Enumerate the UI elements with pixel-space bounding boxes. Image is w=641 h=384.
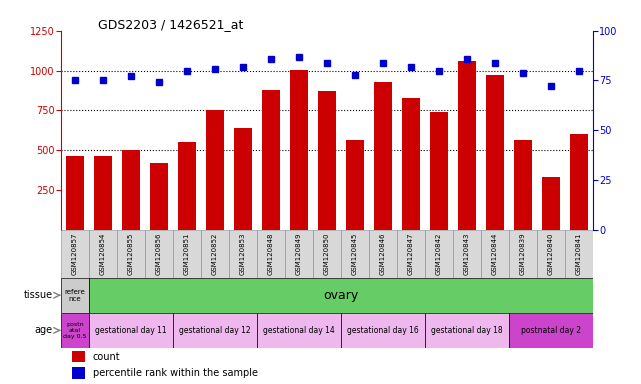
- Text: GSM120854: GSM120854: [100, 233, 106, 275]
- Bar: [285, 230, 313, 278]
- Bar: [89, 313, 173, 348]
- Bar: [72, 351, 85, 362]
- Text: count: count: [93, 352, 121, 362]
- Bar: [313, 230, 341, 278]
- Bar: [509, 230, 537, 278]
- Bar: [61, 313, 89, 348]
- Text: postn
atal
day 0.5: postn atal day 0.5: [63, 322, 87, 339]
- Bar: [61, 278, 89, 313]
- Bar: [66, 157, 84, 230]
- Text: GSM120846: GSM120846: [380, 232, 386, 275]
- Bar: [257, 230, 285, 278]
- Text: gestational day 14: gestational day 14: [263, 326, 335, 335]
- Bar: [257, 313, 341, 348]
- Bar: [262, 89, 280, 230]
- Bar: [173, 313, 257, 348]
- Bar: [481, 230, 509, 278]
- Text: GSM120847: GSM120847: [408, 232, 414, 275]
- Bar: [61, 230, 89, 278]
- Bar: [89, 230, 117, 278]
- Bar: [150, 163, 168, 230]
- Text: GSM120857: GSM120857: [72, 232, 78, 275]
- Bar: [514, 140, 532, 230]
- Text: GSM120843: GSM120843: [464, 232, 470, 275]
- Bar: [397, 230, 425, 278]
- Bar: [486, 74, 504, 230]
- Bar: [570, 134, 588, 230]
- Text: GSM120850: GSM120850: [324, 232, 330, 275]
- Text: GSM120849: GSM120849: [296, 232, 302, 275]
- Bar: [229, 230, 257, 278]
- Text: GSM120844: GSM120844: [492, 233, 498, 275]
- Bar: [145, 230, 173, 278]
- Bar: [318, 91, 336, 230]
- Text: gestational day 12: gestational day 12: [179, 326, 251, 335]
- Text: GSM120856: GSM120856: [156, 232, 162, 275]
- Bar: [458, 61, 476, 230]
- Bar: [341, 230, 369, 278]
- Bar: [374, 82, 392, 230]
- Text: percentile rank within the sample: percentile rank within the sample: [93, 368, 258, 378]
- Text: refere
nce: refere nce: [65, 289, 85, 302]
- Bar: [453, 230, 481, 278]
- Bar: [178, 142, 196, 230]
- Text: postnatal day 2: postnatal day 2: [521, 326, 581, 335]
- Bar: [201, 230, 229, 278]
- Bar: [173, 230, 201, 278]
- Bar: [72, 367, 85, 379]
- Text: gestational day 16: gestational day 16: [347, 326, 419, 335]
- Text: gestational day 18: gestational day 18: [431, 326, 503, 335]
- Text: GSM120842: GSM120842: [436, 233, 442, 275]
- Bar: [542, 177, 560, 230]
- Bar: [341, 313, 425, 348]
- Text: GDS2203 / 1426521_at: GDS2203 / 1426521_at: [98, 18, 244, 31]
- Bar: [234, 128, 252, 230]
- Text: age: age: [35, 325, 53, 335]
- Bar: [425, 313, 509, 348]
- Bar: [122, 150, 140, 230]
- Text: GSM120845: GSM120845: [352, 233, 358, 275]
- Bar: [117, 230, 145, 278]
- Text: GSM120855: GSM120855: [128, 233, 134, 275]
- Bar: [206, 110, 224, 230]
- Bar: [290, 70, 308, 230]
- Text: GSM120848: GSM120848: [268, 232, 274, 275]
- Bar: [425, 230, 453, 278]
- Bar: [509, 313, 593, 348]
- Text: GSM120851: GSM120851: [184, 232, 190, 275]
- Text: GSM120841: GSM120841: [576, 232, 582, 275]
- Bar: [94, 156, 112, 230]
- Bar: [537, 230, 565, 278]
- Text: GSM120853: GSM120853: [240, 232, 246, 275]
- Bar: [565, 230, 593, 278]
- Bar: [345, 140, 364, 230]
- Text: GSM120839: GSM120839: [520, 232, 526, 275]
- Bar: [402, 98, 420, 230]
- Text: GSM120852: GSM120852: [212, 233, 218, 275]
- Bar: [369, 230, 397, 278]
- Bar: [430, 112, 448, 230]
- Text: GSM120840: GSM120840: [548, 232, 554, 275]
- Text: gestational day 11: gestational day 11: [95, 326, 167, 335]
- Text: ovary: ovary: [323, 289, 358, 302]
- Text: tissue: tissue: [23, 290, 53, 300]
